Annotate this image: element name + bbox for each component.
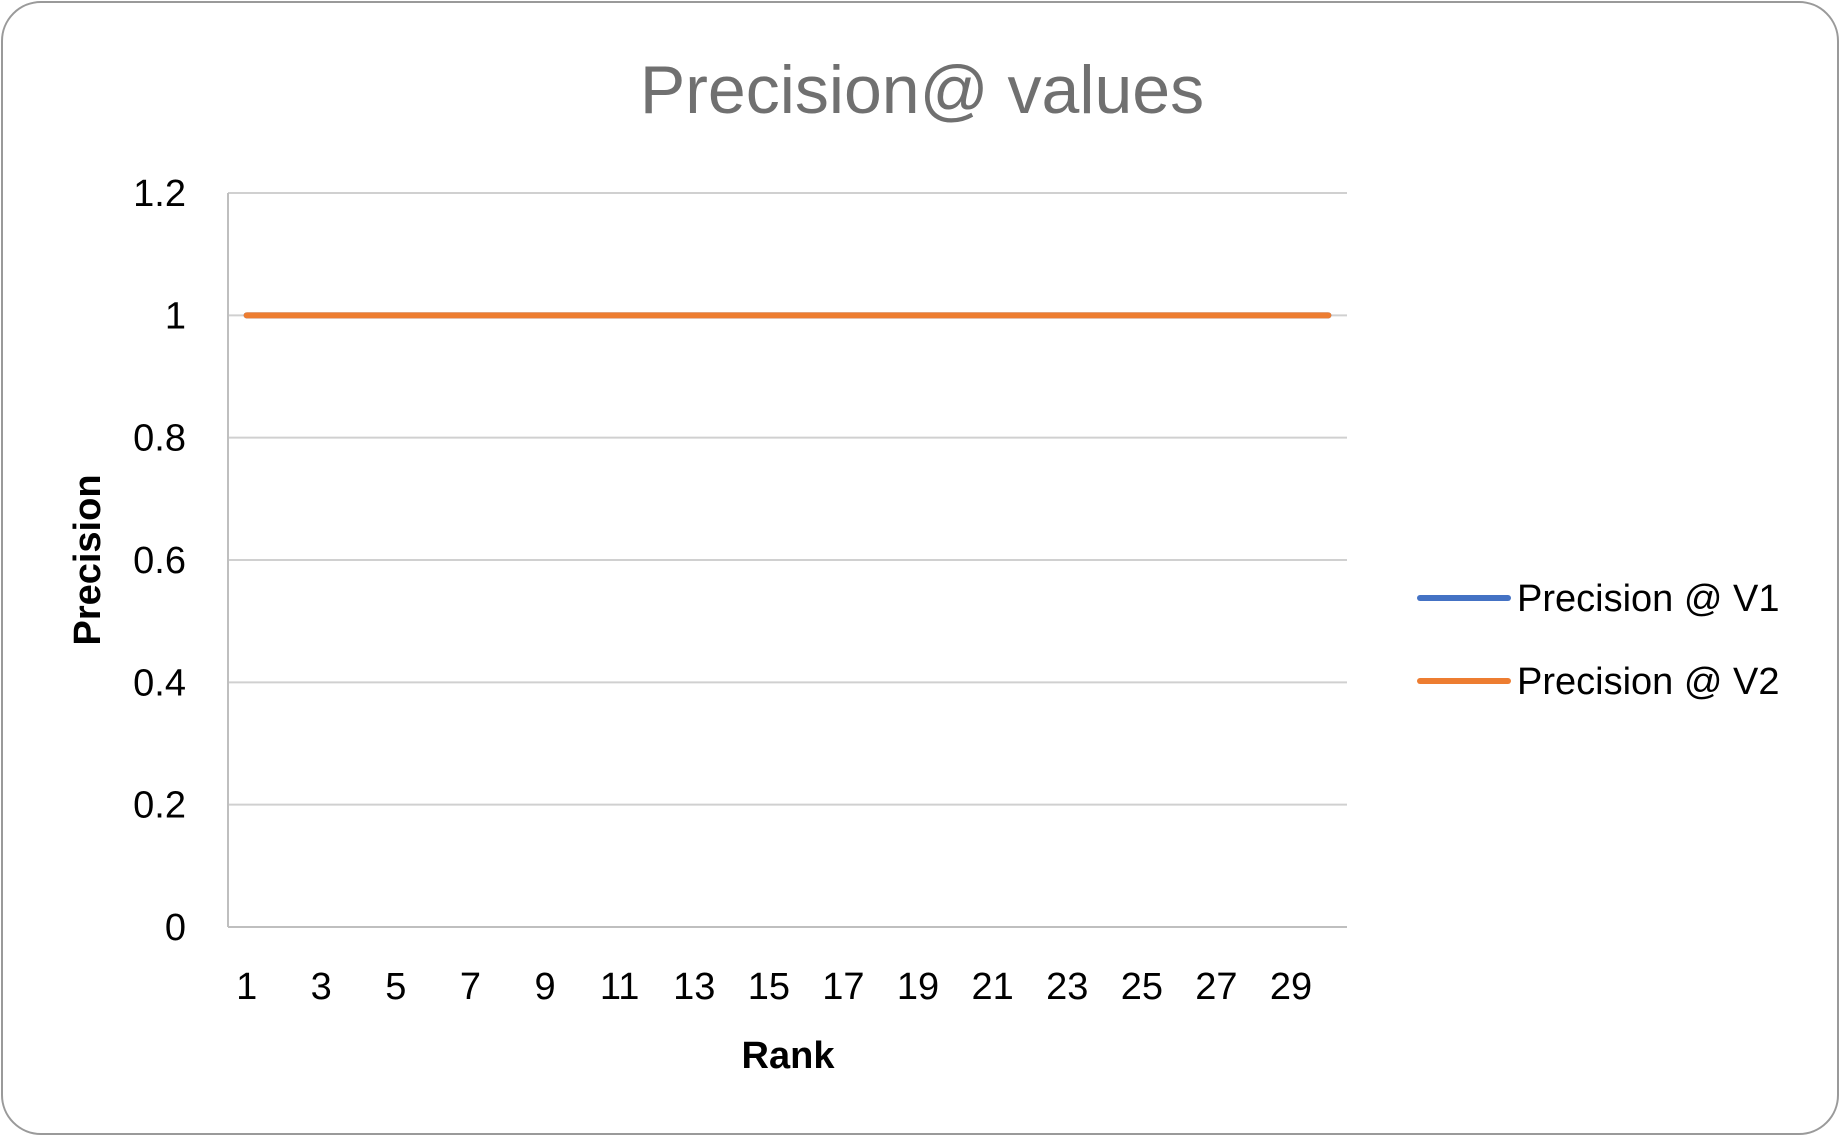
x-tick-label: 5 [385, 966, 406, 1008]
y-tick-label: 0.6 [133, 540, 186, 582]
y-tick-label: 0.4 [133, 662, 186, 704]
x-tick-label: 27 [1195, 966, 1237, 1008]
legend-item-1: Precision @ V1 [1417, 578, 1779, 620]
y-tick-label: 1.2 [133, 173, 186, 215]
gridlines [228, 192, 1347, 806]
x-tick-label: 9 [534, 966, 555, 1008]
legend: Precision @ V1 Precision @ V2 [1417, 578, 1779, 703]
legend-label: Precision @ V2 [1517, 661, 1779, 703]
x-tick-label: 29 [1270, 966, 1312, 1008]
x-tick-label: 13 [673, 966, 715, 1008]
y-tick-label: 0.8 [133, 418, 186, 460]
y-axis-label: Precision [67, 474, 109, 645]
chart-title: Precision@ values [640, 52, 1204, 128]
x-tick-label: 15 [748, 966, 790, 1008]
x-tick-label: 21 [972, 966, 1014, 1008]
x-tick-label: 19 [897, 966, 939, 1008]
x-tick-label: 23 [1046, 966, 1088, 1008]
x-tick-label: 11 [600, 966, 639, 1008]
legend-label: Precision @ V1 [1517, 578, 1779, 620]
y-tick-label: 1 [165, 295, 186, 337]
x-tick-label: 3 [311, 966, 332, 1008]
x-tick-label: 17 [822, 966, 864, 1008]
x-tick-label: 1 [236, 966, 257, 1008]
legend-item-2: Precision @ V2 [1417, 661, 1779, 703]
x-axis-label: Rank [742, 1035, 836, 1077]
y-tick-label: 0.2 [133, 785, 186, 827]
x-tick-label: 25 [1121, 966, 1163, 1008]
y-tick-label: 0 [165, 907, 186, 949]
y-axis-ticks: 0 0.2 0.4 0.6 0.8 1 1.2 [133, 173, 186, 949]
x-axis-ticks: 1 3 5 7 9 11 13 15 17 19 21 23 25 27 29 [236, 966, 1312, 1008]
x-tick-label: 7 [460, 966, 481, 1008]
